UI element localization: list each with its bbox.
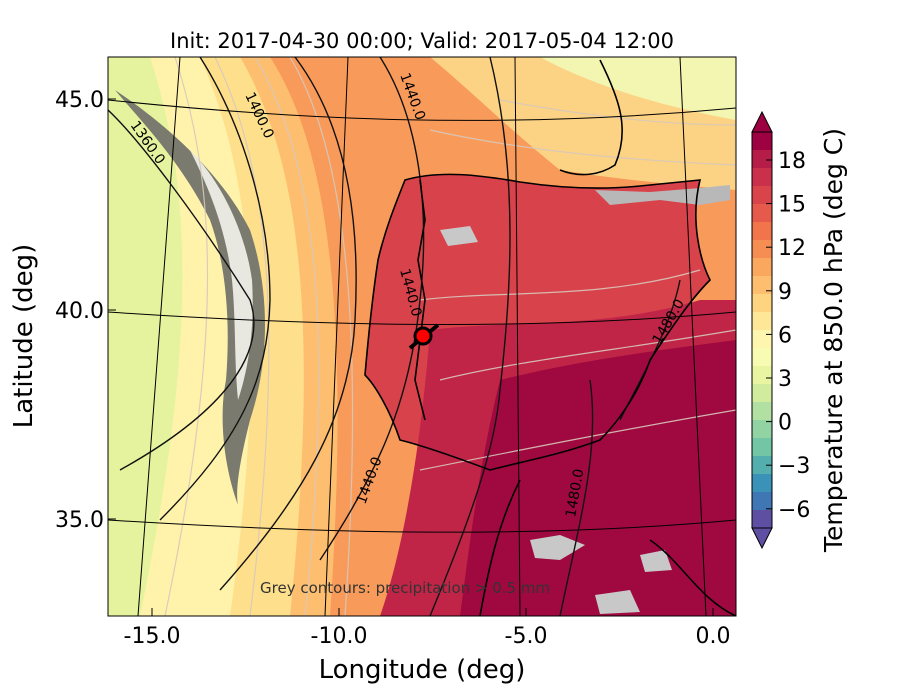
coastlines (364, 59, 736, 616)
y-axis: 45.0 40.0 35.0 Latitude (deg) (9, 88, 116, 533)
colorbar-band (752, 294, 772, 313)
x-tick-label: -5.0 (505, 624, 548, 649)
graticule (108, 57, 736, 616)
x-axis-label: Longitude (deg) (319, 655, 526, 685)
x-axis: -15.0 -10.0 -5.0 0.0 Longitude (deg) (124, 608, 731, 685)
colorbar-tick-label: −6 (778, 498, 810, 523)
colorbar-label: Temperature at 850.0 hPa (deg C) (819, 128, 848, 553)
colorbar-band (752, 492, 772, 511)
y-tick-label: 35.0 (55, 508, 104, 533)
colorbar-bands (752, 132, 772, 528)
colorbar-band (752, 186, 772, 205)
colorbar-tick-label: 9 (778, 280, 792, 305)
colorbar-frame (751, 131, 773, 529)
precipitation-core (190, 150, 253, 400)
y-tick-label: 40.0 (55, 299, 104, 324)
temperature-band-north-cold (540, 57, 736, 120)
precipitation-patch-east (640, 550, 672, 572)
precipitation-patch-south (530, 535, 585, 560)
colorbar-tick-label: 6 (778, 323, 792, 348)
plot-title: Init: 2017-04-30 00:00; Valid: 2017-05-0… (170, 29, 674, 53)
colorbar-band (752, 222, 772, 241)
colorbar-band (752, 510, 772, 528)
colorbar-band (752, 240, 772, 259)
colorbar: 18 15 12 9 6 3 0 −3 −6 Temperature at 850.0 hPa … (751, 110, 848, 553)
colorbar-band (752, 312, 772, 331)
colorbar-band (752, 132, 772, 151)
colorbar-band (752, 384, 772, 403)
colorbar-extend-min (751, 527, 773, 550)
colorbar-band (752, 474, 772, 493)
colorbar-tick-label: 3 (778, 367, 792, 392)
colorbar-band (752, 150, 772, 169)
temperature-band-hottest (460, 340, 736, 616)
colorbar-band (752, 276, 772, 295)
y-axis-label: Latitude (deg) (9, 244, 39, 429)
colorbar-band (752, 168, 772, 187)
colorbar-band (752, 348, 772, 367)
colorbar-tick-label: −3 (778, 454, 810, 479)
temperature-contours (164, 57, 736, 616)
colorbar-band (752, 330, 772, 349)
colorbar-extend-max (751, 110, 773, 133)
colorbar-band (752, 258, 772, 277)
plot-frame (107, 56, 737, 617)
colorbar-band (752, 204, 772, 223)
precipitation-band (115, 90, 265, 505)
geopotential-contours (108, 57, 681, 616)
colorbar-ticks: 18 15 12 9 6 3 0 −3 −6 (766, 149, 810, 523)
precipitation-note: Grey contours: precipitation > 0.5 mm (260, 579, 550, 597)
colorbar-band (752, 438, 772, 457)
precipitation-patch-inland (440, 226, 478, 246)
colorbar-band (752, 420, 772, 439)
colorbar-band (752, 366, 772, 385)
x-tick-label: -10.0 (311, 624, 368, 649)
y-tick-label: 45.0 (55, 88, 104, 113)
map-panel: 1360.0 1400.0 1440.0 1440.0 1440.0 1480.… (108, 57, 736, 616)
colorbar-tick-label: 18 (778, 149, 806, 174)
precipitation-patch-southeast (595, 590, 640, 614)
colorbar-tick-label: 0 (778, 411, 792, 436)
colorbar-band (752, 402, 772, 421)
x-tick-label: 0.0 (696, 624, 731, 649)
colorbar-tick-label: 15 (778, 193, 806, 218)
colorbar-tick-label: 12 (778, 236, 806, 261)
x-tick-label: -15.0 (124, 624, 181, 649)
location-marker (413, 326, 433, 346)
colorbar-band (752, 456, 772, 475)
